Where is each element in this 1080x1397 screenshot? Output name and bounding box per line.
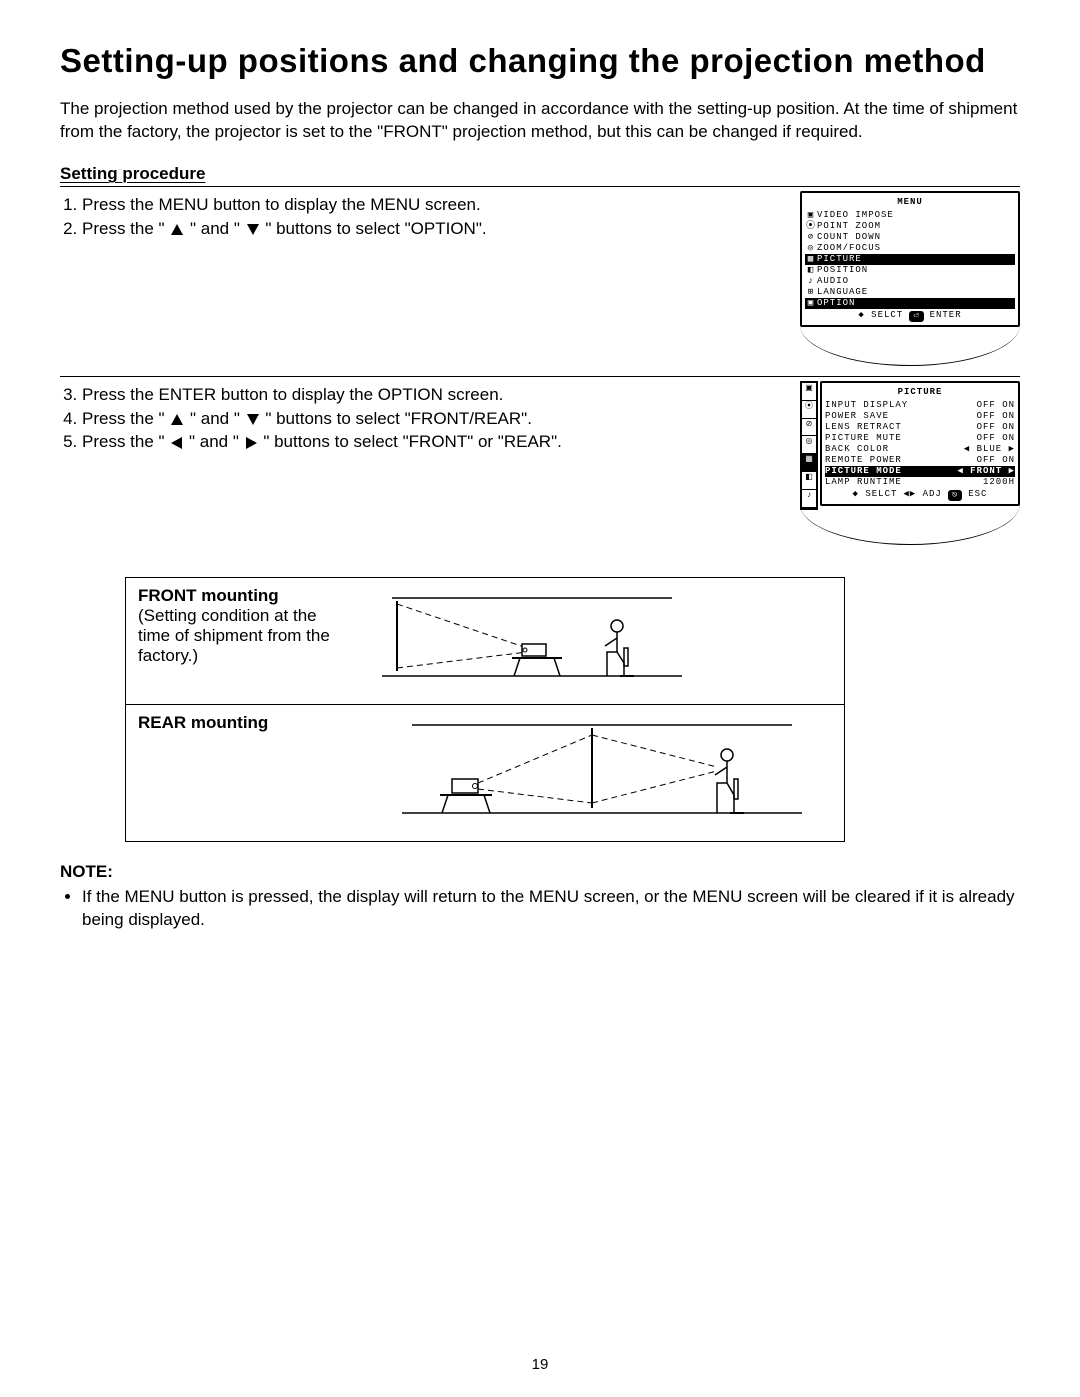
mounting-table: FRONT mounting (Setting condition at the… bbox=[125, 577, 845, 842]
front-mounting-figure bbox=[360, 577, 845, 704]
osd-row: REMOTE POWEROFF ON bbox=[825, 455, 1015, 466]
osd-row: ▣VIDEO IMPOSE bbox=[805, 210, 1015, 221]
step-item: Press the " " and " " buttons to select … bbox=[82, 217, 784, 241]
step-item: Press the MENU button to display the MEN… bbox=[82, 193, 784, 217]
osd-row: BACK COLOR◀ BLUE ▶ bbox=[825, 444, 1015, 455]
osd-row: PICTURE MUTEOFF ON bbox=[825, 433, 1015, 444]
rule bbox=[60, 186, 1020, 187]
front-diagram-svg bbox=[372, 586, 772, 696]
menu-screenshot: MENU▣VIDEO IMPOSE⦿POINT ZOOM⊘COUNT DOWN◎… bbox=[800, 191, 1020, 366]
osd-footer: ◆ SELCT◀▶ ADJ⎋ESC bbox=[825, 488, 1015, 501]
osd-row: POWER SAVEOFF ON bbox=[825, 411, 1015, 422]
osd-row: ◧POSITION bbox=[805, 265, 1015, 276]
osd-row: ⊘COUNT DOWN bbox=[805, 232, 1015, 243]
rear-mounting-label: REAR mounting bbox=[126, 704, 361, 841]
osd-row: ⊞LANGUAGE bbox=[805, 287, 1015, 298]
osd-curve bbox=[800, 325, 1020, 366]
steps-list-2: Press the ENTER button to display the OP… bbox=[60, 383, 784, 454]
osd-sidebar-icon: ⊘ bbox=[802, 419, 816, 437]
step-group-1: Press the MENU button to display the MEN… bbox=[60, 191, 1020, 366]
osd-row: ▦PICTURE bbox=[805, 254, 1015, 265]
osd-row: ◎ZOOM/FOCUS bbox=[805, 243, 1015, 254]
option-screenshot: ▣⦿⊘◎▦◧♪ PICTUREINPUT DISPLAYOFF ONPOWER … bbox=[800, 381, 1020, 545]
front-mounting-label: FRONT mounting (Setting condition at the… bbox=[126, 577, 361, 704]
osd-sidebar-icon: ◎ bbox=[802, 436, 816, 454]
osd-menu: MENU▣VIDEO IMPOSE⦿POINT ZOOM⊘COUNT DOWN◎… bbox=[800, 191, 1020, 327]
osd-sidebar-icon: ▦ bbox=[802, 454, 816, 472]
osd-sidebar-icon: ◧ bbox=[802, 472, 816, 490]
page: Setting-up positions and changing the pr… bbox=[0, 0, 1080, 1397]
osd-row: INPUT DISPLAYOFF ON bbox=[825, 400, 1015, 411]
osd-title: PICTURE bbox=[825, 387, 1015, 400]
osd-footer: ◆ SELCT⏎ENTER bbox=[805, 309, 1015, 322]
osd-row: ▣OPTION bbox=[805, 298, 1015, 309]
note-heading: NOTE: bbox=[60, 862, 1020, 882]
step-item: Press the ENTER button to display the OP… bbox=[82, 383, 784, 407]
osd-curve bbox=[800, 504, 1020, 545]
steps-list-1: Press the MENU button to display the MEN… bbox=[60, 193, 784, 241]
osd-row: PICTURE MODE◀ FRONT ▶ bbox=[825, 466, 1015, 477]
osd-row: LENS RETRACTOFF ON bbox=[825, 422, 1015, 433]
rear-mounting-figure bbox=[360, 704, 845, 841]
osd-option: ▣⦿⊘◎▦◧♪ PICTUREINPUT DISPLAYOFF ONPOWER … bbox=[800, 381, 1020, 510]
rule bbox=[60, 376, 1020, 377]
setting-procedure-heading: Setting procedure bbox=[60, 164, 1020, 184]
note-list: If the MENU button is pressed, the displ… bbox=[60, 886, 1020, 932]
osd-sidebar-icon: ♪ bbox=[802, 490, 816, 508]
osd-row: ⦿POINT ZOOM bbox=[805, 221, 1015, 232]
intro-text: The projection method used by the projec… bbox=[60, 98, 1020, 144]
osd-title: MENU bbox=[805, 197, 1015, 210]
osd-row: LAMP RUNTIME1200H bbox=[825, 477, 1015, 488]
osd-sidebar-icon: ▣ bbox=[802, 383, 816, 401]
rear-diagram-svg bbox=[372, 713, 832, 833]
page-number: 19 bbox=[0, 1356, 1080, 1373]
osd-row: ♪AUDIO bbox=[805, 276, 1015, 287]
step-group-2: Press the ENTER button to display the OP… bbox=[60, 381, 1020, 545]
step-item: Press the " " and " " buttons to select … bbox=[82, 407, 784, 431]
note-item: If the MENU button is pressed, the displ… bbox=[82, 886, 1020, 932]
step-item: Press the " " and " " buttons to select … bbox=[82, 430, 784, 454]
osd-sidebar-icon: ⦿ bbox=[802, 401, 816, 419]
page-title: Setting-up positions and changing the pr… bbox=[60, 42, 1020, 80]
